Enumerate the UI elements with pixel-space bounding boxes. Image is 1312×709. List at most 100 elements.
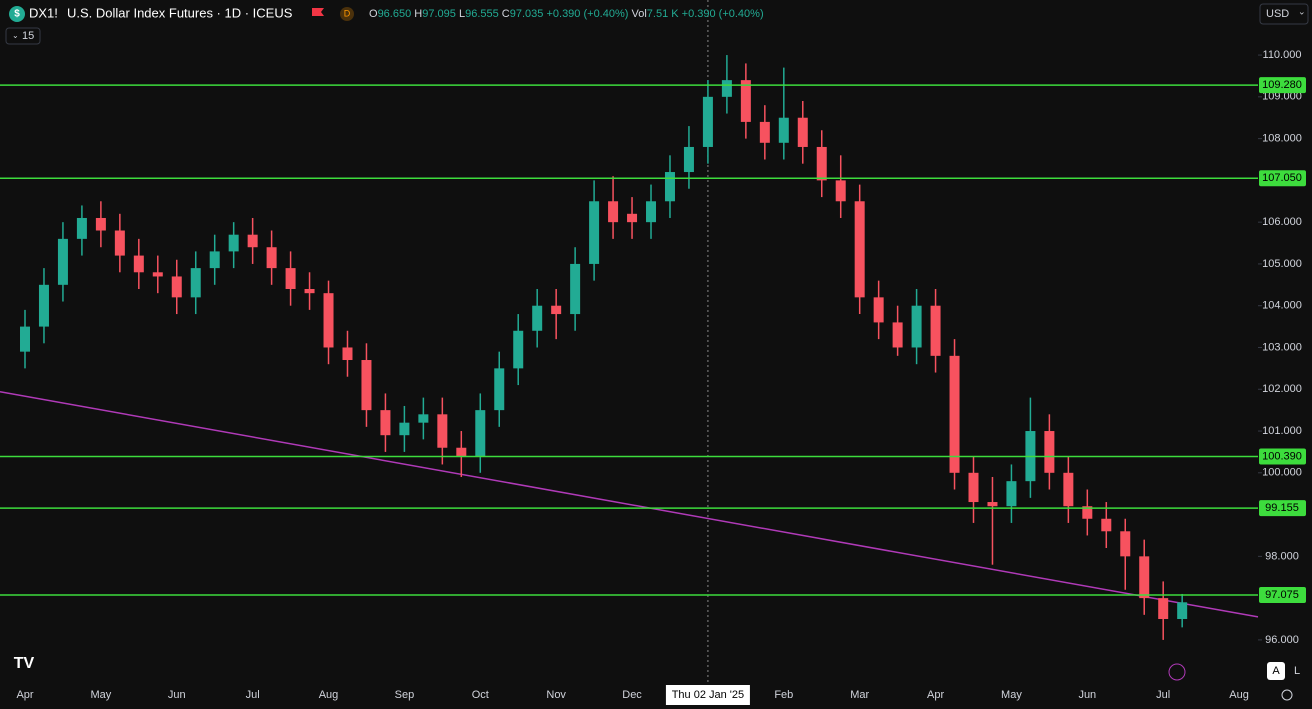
volume-change: +0.390 (+0.40%) [682,8,764,20]
x-tick-label: Dec [622,689,642,701]
change: +0.390 (+0.40%) [546,8,628,20]
candle-body [171,276,182,298]
level-label-box [1259,448,1306,465]
candle-body [399,422,410,436]
candle-body [20,326,30,352]
candle-body [228,234,239,252]
y-tick-label: 106.000 [1262,216,1302,228]
x-tick-label: May [90,689,111,701]
header: $ DX1! U.S. Dollar Index Futures · 1D · … [5,3,1309,45]
candle-body [835,180,846,202]
level-label-box [1259,170,1306,187]
candle-body [323,293,334,348]
x-tick-label: May [1001,689,1022,701]
x-tick-label: Feb [774,689,793,701]
candle-body [949,355,960,473]
candle-body [133,255,144,273]
x-tick-label: Jul [246,689,260,701]
candle-body [930,305,941,356]
candle-body [247,234,258,248]
candle-body [664,172,675,202]
level-label-box [1259,500,1306,517]
candle-body [570,263,581,315]
y-tick-label: 102.000 [1262,383,1302,395]
x-tick-label: Sep [395,689,415,701]
level-label: 109.280 [1262,79,1302,91]
footer: TV A L [14,655,1300,701]
candle-body [892,322,903,348]
settings-icon[interactable] [1281,689,1293,701]
candle-body [95,217,106,231]
candle-body [532,305,543,331]
alert-icon[interactable] [1168,663,1186,681]
y-tick-label: 103.000 [1262,341,1302,353]
ohlc-value: 97.035 [510,8,544,20]
auto-label: A [1272,665,1280,677]
candle-body [38,284,49,327]
y-tick-label: 109.000 [1262,91,1302,103]
y-tick-label: 105.000 [1262,258,1302,270]
candle-body [797,117,808,147]
ohlc-legend: O96.650 H97.095 L96.555 C97.035 +0.390 (… [369,8,764,20]
candle-body [968,472,979,503]
symbol-icon [9,6,25,22]
ohlc-key: C [502,8,510,20]
candle-body [152,272,163,277]
x-tick-label: Jun [1078,689,1096,701]
trendline [0,391,1259,618]
candle-body [1082,506,1093,519]
x-tick-label: Jul [1156,689,1170,701]
y-tick-label: 96.000 [1265,634,1299,646]
candle-body [646,201,657,223]
x-tick-label: Aug [319,689,339,701]
level-label: 107.050 [1262,172,1302,184]
crosshair-label-box [665,685,750,705]
candle-body [342,347,353,361]
candle-body [1139,556,1150,599]
candle-body [683,146,694,173]
candle-body [475,410,486,457]
y-tick-label: 110.000 [1263,49,1302,61]
ohlc-value: 97.095 [422,8,456,20]
ohlc-key: H [414,8,422,20]
candle-body [702,96,713,147]
candle-body [1120,531,1131,557]
currency-chevron: ⌄ [1298,6,1306,16]
y-tick-label: 100.000 [1262,467,1302,479]
x-tick-label: Mar [850,689,869,701]
indicator-box[interactable] [5,27,41,45]
currency-button[interactable] [1259,3,1309,25]
candle-body [1044,431,1055,473]
candle-body [740,80,751,122]
volume-key: Vol [631,8,646,20]
x-tick-label: Apr [16,689,33,701]
candle-body [361,360,372,411]
symbol[interactable]: DX1! [29,5,58,20]
candle-body [456,447,467,457]
candle-body [1177,602,1188,620]
level-label: 99.155 [1265,502,1299,514]
flag-icon[interactable] [312,8,324,16]
x-tick-label: Oct [472,689,489,701]
x-tick-label: Nov [546,689,566,701]
volume: 7.51 K [647,8,679,20]
auto-button[interactable] [1267,662,1285,680]
candle-body [873,297,884,323]
candle-body [57,238,68,285]
candle-body [816,146,827,181]
candle-body [437,414,448,448]
candle-body [1101,518,1112,532]
x-tick-label: Jun [168,689,186,701]
candle-body [608,201,619,223]
candle-body [76,217,87,239]
level-label: 100.390 [1262,450,1302,462]
log-label[interactable]: L [1294,665,1300,677]
badge: D [344,8,351,18]
candle-body [418,414,429,423]
candle-body [114,230,125,256]
ohlc-key: O [369,8,378,20]
x-tick-label: Aug [1229,689,1249,701]
indicator-chevron: ⌄ [12,31,19,40]
badge-bg [340,7,354,21]
